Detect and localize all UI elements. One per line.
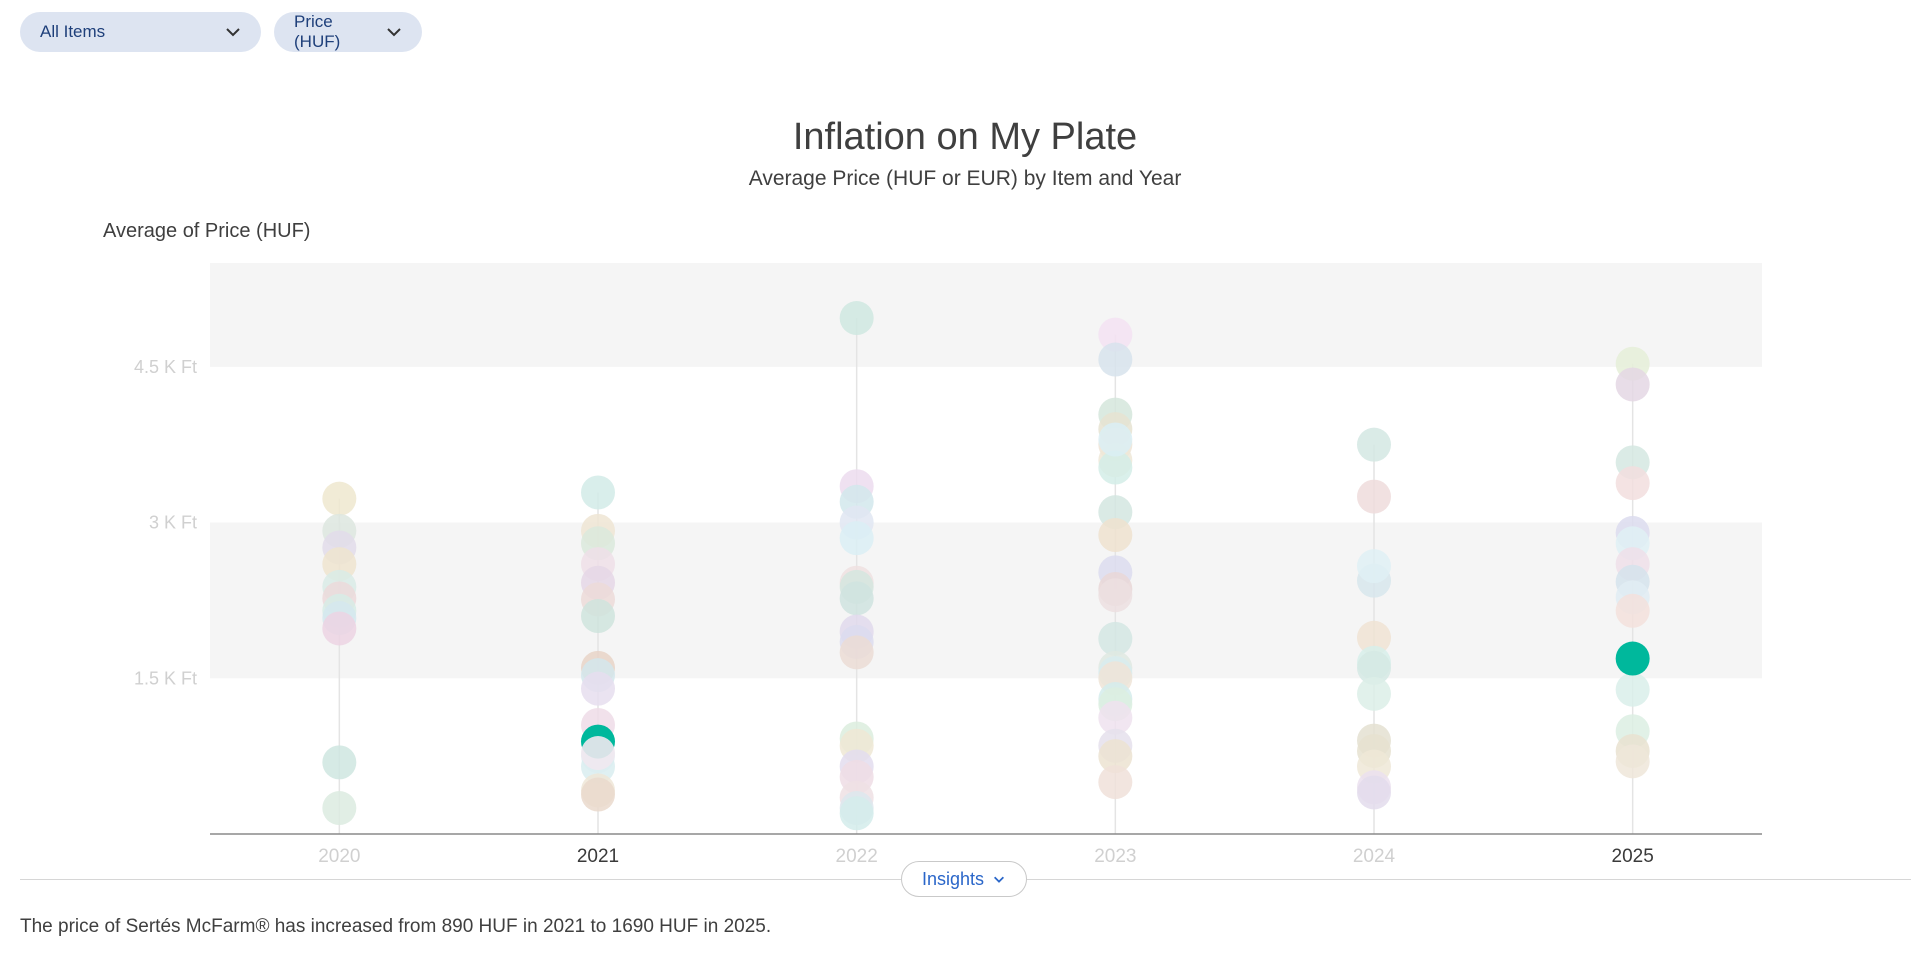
data-point	[1357, 549, 1391, 584]
data-point	[1098, 450, 1133, 485]
y-tick-label: 4.5 K Ft	[134, 357, 197, 377]
y-tick-label: 3 K Ft	[149, 513, 197, 533]
items-filter-label: All Items	[40, 22, 106, 41]
insight-text: The price of Sertés McFarm® has increase…	[20, 916, 772, 937]
grid-band	[210, 522, 1762, 679]
data-point	[322, 745, 357, 780]
metric-filter-label: Price (HUF)	[294, 12, 341, 51]
data-point	[1098, 518, 1133, 553]
data-point	[1357, 620, 1391, 655]
chevron-down-icon	[994, 876, 1005, 883]
chart-subtitle: Average Price (HUF or EUR) by Item and Y…	[748, 167, 1182, 190]
data-point	[581, 736, 615, 771]
data-point	[1098, 739, 1133, 774]
x-tick-label: 2022	[836, 846, 878, 867]
x-tick-label: 2021	[577, 846, 619, 867]
grid-band	[210, 263, 1762, 367]
data-point	[1357, 775, 1391, 810]
data-point	[1357, 479, 1391, 514]
chevron-down-icon	[387, 28, 401, 37]
y-axis-label: Average of Price (HUF)	[103, 220, 311, 242]
chart-title: Inflation on My Plate	[792, 116, 1138, 158]
data-point	[1098, 765, 1133, 800]
data-point	[1098, 422, 1133, 457]
data-point	[1615, 672, 1650, 707]
data-point	[839, 635, 874, 670]
data-point	[1615, 466, 1650, 501]
data-point	[1615, 744, 1650, 779]
data-point	[322, 611, 357, 646]
data-point	[581, 777, 615, 812]
data-point	[1357, 427, 1391, 462]
data-point	[1098, 700, 1133, 735]
data-point	[839, 796, 874, 831]
data-point	[1098, 621, 1133, 656]
data-point	[839, 581, 874, 616]
data-point	[839, 301, 874, 336]
metric-filter-dropdown[interactable]: Price (HUF)	[274, 12, 422, 52]
insights-button-label: Insights	[921, 868, 985, 889]
chevron-down-icon	[226, 28, 240, 37]
x-tick-label: 2023	[1094, 846, 1136, 867]
x-tick-label: 2020	[318, 846, 360, 867]
data-point	[1098, 578, 1133, 613]
highlight-point	[1615, 641, 1650, 676]
data-point	[839, 521, 874, 556]
data-point	[581, 598, 615, 633]
x-tick-label: 2025	[1612, 846, 1654, 867]
y-tick-label: 1.5 K Ft	[134, 668, 197, 688]
data-point	[581, 671, 615, 706]
items-filter-dropdown[interactable]: All Items	[20, 12, 261, 52]
x-tick-label: 2024	[1353, 846, 1396, 867]
data-point	[1615, 593, 1650, 628]
data-point	[322, 791, 357, 826]
data-point	[1098, 342, 1133, 377]
insights-button[interactable]: Insights	[901, 861, 1027, 897]
data-point	[1357, 650, 1391, 685]
data-point	[581, 475, 615, 510]
data-point	[1098, 317, 1133, 352]
data-point	[1615, 367, 1650, 402]
price-scatter-chart: 1.5 K Ft 3 K Ft 4.5 K Ft 2020 2021 2022 2023 20…	[133, 263, 1762, 867]
data-point	[322, 481, 357, 516]
data-point	[1357, 676, 1391, 711]
